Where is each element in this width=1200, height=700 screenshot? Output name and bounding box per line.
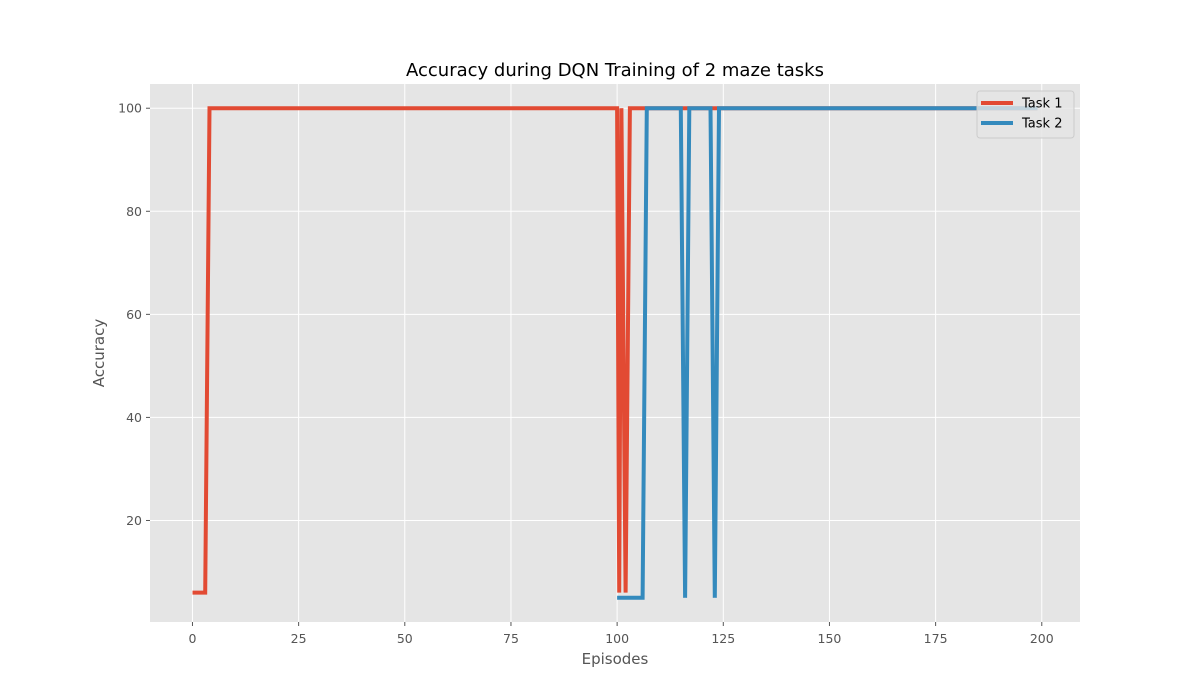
y-axis-label: Accuracy	[90, 319, 108, 388]
x-axis-label: Episodes	[582, 650, 649, 668]
y-tick-label: 20	[126, 513, 142, 528]
y-tick-label: 40	[126, 410, 142, 425]
y-tick-label: 100	[118, 101, 142, 116]
plot-background	[150, 84, 1080, 622]
x-tick-label: 175	[924, 631, 948, 646]
x-tick-label: 200	[1030, 631, 1054, 646]
series-line-task-1	[192, 106, 1038, 595]
y-tick-label: 80	[126, 204, 142, 219]
x-tick-label: 75	[503, 631, 519, 646]
x-tick-label: 100	[605, 631, 629, 646]
axis-ticks: 0 25 50 75 100 125 150 175 200 20 40 60 80 100	[118, 101, 1054, 646]
x-tick-label: 50	[397, 631, 413, 646]
x-tick-label: 125	[711, 631, 735, 646]
series-lines	[192, 106, 1038, 600]
chart-title: Accuracy during DQN Training of 2 maze t…	[406, 60, 824, 81]
legend-label-task-2: Task 2	[1021, 117, 1062, 132]
series-line-task-2	[617, 106, 1038, 600]
x-tick-label: 25	[291, 631, 307, 646]
x-tick-label: 0	[188, 631, 196, 646]
legend-label-task-1: Task 1	[1021, 97, 1062, 112]
y-tick-label: 60	[126, 307, 142, 322]
x-tick-label: 150	[818, 631, 842, 646]
legend: Task 1 Task 2	[976, 90, 1075, 139]
